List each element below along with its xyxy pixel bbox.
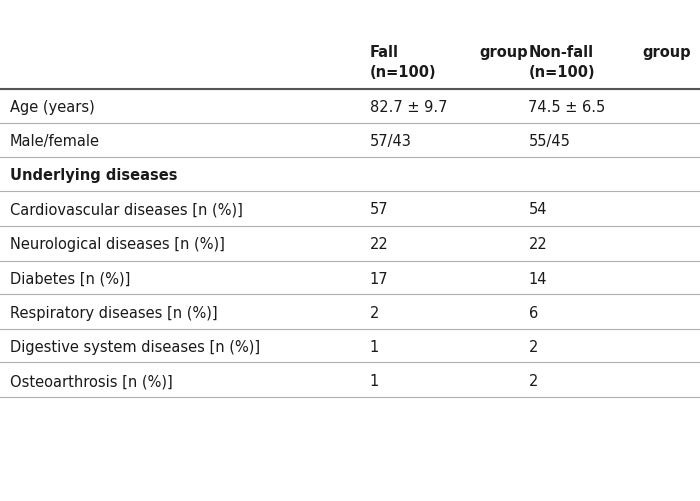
Text: 22: 22 [528,237,547,252]
Text: 2: 2 [528,373,538,388]
Text: 74.5 ± 6.5: 74.5 ± 6.5 [528,100,606,115]
Text: 22: 22 [370,237,389,252]
Text: Digestive system diseases [n (%)]: Digestive system diseases [n (%)] [10,339,260,354]
Text: 54: 54 [528,202,547,217]
Text: Osteoarthrosis [n (%)]: Osteoarthrosis [n (%)] [10,373,173,388]
Text: (n=100): (n=100) [370,65,436,80]
Text: 82.7 ± 9.7: 82.7 ± 9.7 [370,100,447,115]
Text: 55/45: 55/45 [528,134,570,149]
Text: Respiratory diseases [n (%)]: Respiratory diseases [n (%)] [10,305,218,320]
Text: 14: 14 [528,271,547,286]
Text: Age (years): Age (years) [10,100,94,115]
Text: 1: 1 [370,373,379,388]
Text: Fall: Fall [370,45,398,60]
Text: Male/female: Male/female [10,134,100,149]
Text: 57: 57 [370,202,389,217]
Text: Neurological diseases [n (%)]: Neurological diseases [n (%)] [10,237,225,252]
Text: 6: 6 [528,305,538,320]
Text: 57/43: 57/43 [370,134,412,149]
Text: group: group [480,45,528,60]
Text: Underlying diseases: Underlying diseases [10,167,177,182]
Text: Cardiovascular diseases [n (%)]: Cardiovascular diseases [n (%)] [10,202,243,217]
Text: Non-fall: Non-fall [528,45,594,60]
Text: (n=100): (n=100) [528,65,595,80]
Text: Diabetes [n (%)]: Diabetes [n (%)] [10,271,130,286]
Text: 2: 2 [370,305,379,320]
Text: group: group [643,45,691,60]
Text: 2: 2 [528,339,538,354]
Text: 1: 1 [370,339,379,354]
Text: 17: 17 [370,271,389,286]
